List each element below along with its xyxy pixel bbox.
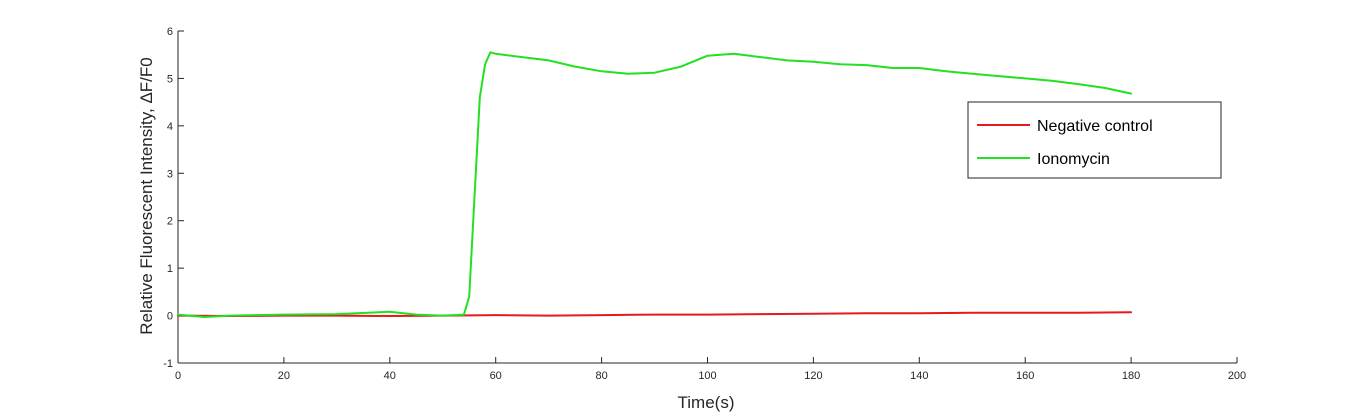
y-tick-label: 0: [167, 311, 173, 323]
y-tick-label: 3: [167, 168, 173, 180]
x-tick-label: 180: [1122, 370, 1140, 382]
x-tick-label: 40: [384, 370, 396, 382]
x-tick-label: 20: [278, 370, 290, 382]
legend-box: [967, 101, 1222, 179]
y-axis-ticks: -1 0 1 2 3 4 5 6: [163, 26, 184, 370]
legend: Negative control Ionomycin: [967, 101, 1222, 179]
x-tick-label: 80: [595, 370, 607, 382]
y-tick-label: -1: [163, 358, 173, 370]
x-tick-label: 0: [175, 370, 181, 382]
x-tick-label: 160: [1016, 370, 1034, 382]
legend-label: Ionomycin: [1037, 151, 1110, 168]
y-axis-label: Relative Fluorescent Intensity, ΔF/F0: [137, 57, 156, 334]
series-lines: [177, 51, 1133, 318]
x-tick-label: 120: [804, 370, 822, 382]
y-tick-label: 5: [167, 73, 173, 85]
y-tick-label: 1: [167, 263, 173, 275]
y-tick-label: 6: [167, 26, 173, 38]
x-tick-label: 140: [910, 370, 928, 382]
legend-label: Negative control: [1037, 118, 1153, 135]
y-tick-label: 4: [167, 121, 173, 133]
series-line-negative-control: [177, 311, 1133, 317]
series-line-ionomycin: [177, 51, 1133, 318]
x-tick-label: 100: [698, 370, 716, 382]
x-axis-label: Time(s): [678, 393, 735, 412]
x-tick-label: 60: [490, 370, 502, 382]
x-tick-label: 200: [1228, 370, 1246, 382]
x-axis-ticks: 0 20 40 60 80 100 120 140 160 180 200: [175, 357, 1246, 382]
y-tick-label: 2: [167, 216, 173, 228]
